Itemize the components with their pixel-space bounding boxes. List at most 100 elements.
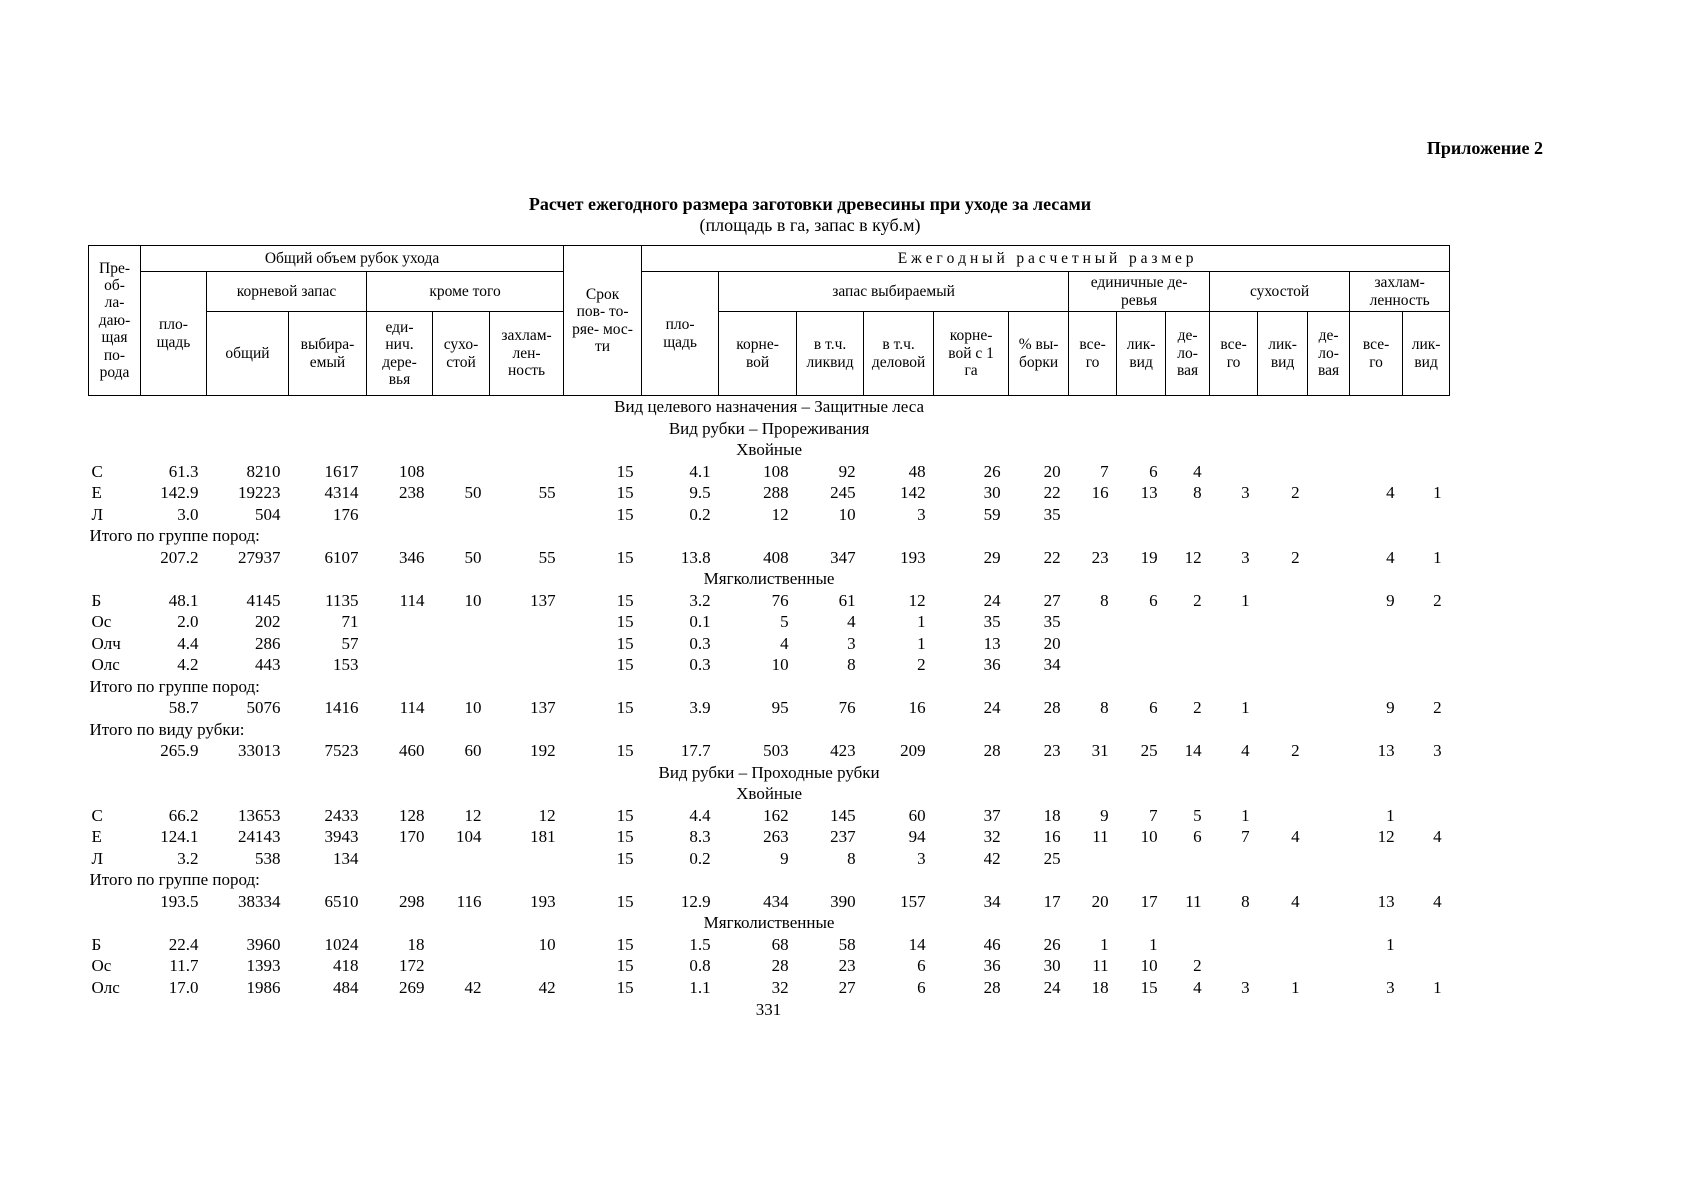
value-cell: 0.2 <box>689 848 711 868</box>
value-cell <box>1166 633 1210 655</box>
value-cell <box>490 461 564 483</box>
table-row: Б 48.1 4145 1135 114 10 137 15 3.2 76 61 12 24 27 8 6 2 1… <box>89 590 1450 612</box>
value-cell: 8.3 <box>689 827 711 846</box>
value-cell: 2 <box>1291 547 1300 567</box>
value-cell: 68 <box>771 934 789 954</box>
header-col-all-2: все- го <box>1209 311 1259 396</box>
value-cell: 181 <box>530 827 556 846</box>
value-cell: 7523 <box>324 741 359 760</box>
value-cell: 32 <box>983 827 1001 846</box>
page-title: Расчет ежегодного размера заготовки древ… <box>528 194 1092 214</box>
species-cell <box>89 547 141 569</box>
value-cell: 8 <box>1241 891 1250 911</box>
value-cell: 26 <box>1043 934 1061 954</box>
value-cell: 8210 <box>246 461 281 481</box>
value-cell: 3 <box>1241 483 1250 502</box>
value-cell: 3 <box>1433 741 1442 760</box>
species-cell: С <box>91 805 103 825</box>
value-cell: 2 <box>1193 590 1202 610</box>
value-cell: 209 <box>900 741 926 760</box>
value-cell: 6 <box>1193 827 1202 846</box>
species-cell: С <box>91 461 103 481</box>
header-col-business-1: де- ло- вая <box>1165 311 1211 396</box>
value-cell: 35 <box>1043 504 1061 524</box>
value-cell: 346 <box>399 547 425 567</box>
value-cell: 2 <box>1193 956 1202 975</box>
value-cell <box>1308 504 1350 526</box>
value-cell: 15 <box>616 977 634 997</box>
value-cell: 12 <box>464 805 482 825</box>
value-cell: 128 <box>399 805 425 825</box>
value-cell: 9 <box>1100 805 1109 825</box>
value-cell: 3 <box>917 848 926 868</box>
value-cell <box>367 848 433 870</box>
title-block: Расчет ежегодного размера заготовки древ… <box>110 194 1510 236</box>
value-cell: 538 <box>255 848 281 868</box>
value-cell: 9.5 <box>689 483 711 502</box>
value-cell: 55 <box>538 547 556 567</box>
value-cell <box>1258 805 1308 827</box>
value-cell: 16 <box>1091 483 1109 502</box>
value-cell: 23 <box>1043 741 1061 760</box>
value-cell: 23 <box>1091 547 1109 567</box>
value-cell: 1 <box>1241 805 1250 825</box>
value-cell: 24 <box>983 698 1001 717</box>
value-cell: 4 <box>1386 547 1395 567</box>
value-cell: 2 <box>1433 698 1442 717</box>
value-cell <box>1308 977 1350 999</box>
value-cell: 61.3 <box>168 461 199 481</box>
header-besides-group: кроме того <box>365 271 565 312</box>
value-cell: 4 <box>1291 891 1300 911</box>
value-cell: 193 <box>530 891 556 911</box>
label-row: Итого по группе пород: <box>89 869 1450 891</box>
value-cell <box>1117 633 1166 655</box>
section-row: Вид целевого назначения – Защитные леса <box>89 396 1450 418</box>
value-cell: 0.8 <box>689 956 711 975</box>
value-cell: 4314 <box>324 483 359 502</box>
value-cell <box>1308 633 1350 655</box>
value-cell: 38334 <box>238 891 281 911</box>
value-cell <box>433 461 490 483</box>
value-cell: 2 <box>1291 483 1300 502</box>
value-cell: 50 <box>464 547 482 567</box>
value-cell: 1 <box>1291 977 1300 997</box>
species-cell: Е <box>91 483 102 502</box>
value-cell: 145 <box>830 805 856 825</box>
value-cell: 434 <box>763 891 789 911</box>
header-col-root: корне- вой <box>718 311 798 396</box>
value-cell: 13 <box>1377 741 1395 760</box>
header-debris-group: захлам- ленность <box>1349 271 1451 312</box>
value-cell <box>433 955 490 977</box>
value-cell: 1 <box>1241 590 1250 610</box>
value-cell: 3.0 <box>177 504 199 524</box>
value-cell: 28 <box>771 956 789 975</box>
value-cell: 1.5 <box>689 934 711 954</box>
value-cell: 1.1 <box>689 977 711 997</box>
table-row: 207.2 27937 6107 346 50 55 15 13.8 408 347 193 29 22… <box>89 547 1450 569</box>
label-text: Итого по группе пород: <box>89 526 260 545</box>
value-cell: 3 <box>917 504 926 524</box>
label-text: Итого по виду рубки: <box>89 719 245 739</box>
value-cell: 170 <box>399 827 425 846</box>
value-cell: 15 <box>616 633 634 653</box>
value-cell <box>367 654 433 676</box>
value-cell <box>1166 654 1210 676</box>
value-cell: 15 <box>616 805 634 825</box>
value-cell: 202 <box>255 612 281 631</box>
table-row: Е 124.1 24143 3943 170 104 181 15 8.3 263 237 94 32 1… <box>89 826 1450 848</box>
value-cell: 14 <box>1184 741 1202 760</box>
value-cell: 76 <box>838 698 856 717</box>
value-cell: 245 <box>830 483 856 502</box>
value-cell: 6510 <box>324 891 359 911</box>
value-cell: 10 <box>1140 956 1158 975</box>
value-cell: 59 <box>983 504 1001 524</box>
value-cell <box>1308 697 1350 719</box>
value-cell: 8 <box>1100 590 1109 610</box>
value-cell: 172 <box>399 956 425 975</box>
value-cell <box>1308 611 1350 633</box>
table-row: Олс 17.0 1986 484 269 42 42 15 1.1 32 27 6 28 24 18 15 4… <box>89 977 1450 999</box>
value-cell: 4 <box>780 633 789 653</box>
value-cell <box>367 504 433 526</box>
value-cell <box>1258 654 1308 676</box>
header-area-right: пло- щадь <box>641 271 720 396</box>
